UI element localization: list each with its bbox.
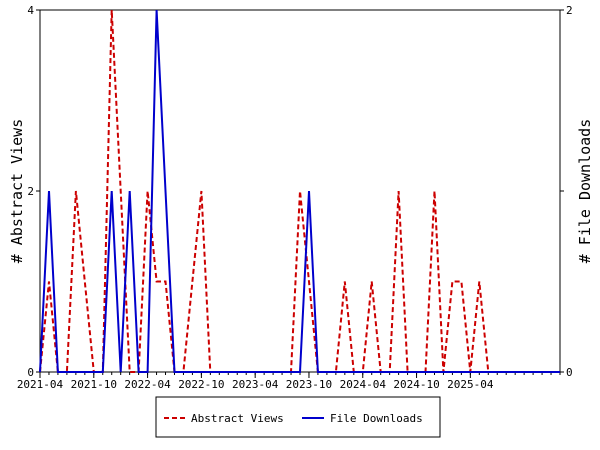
series-line-file-downloads	[39, 9, 560, 373]
left-y-tick-label: 0	[27, 366, 34, 379]
x-tick-label: 2023-04	[232, 378, 279, 391]
series-line-abstract-views	[39, 9, 560, 373]
y-axis-ticks: 0 2 4 0 2	[27, 4, 572, 379]
x-tick-label: 2024-10	[393, 378, 439, 391]
legend-label-file-downloads: File Downloads	[330, 412, 423, 425]
left-y-tick-label: 4	[27, 4, 34, 17]
left-y-tick-label: 2	[27, 185, 34, 198]
x-tick-label: 2024-04	[340, 378, 387, 391]
left-axis-title: # Abstract Views	[8, 119, 26, 264]
series-layer	[39, 9, 560, 373]
legend-label-abstract-views: Abstract Views	[191, 412, 284, 425]
x-axis-ticks: 2021-04 2021-10 2022-04 2022-10 2023-04 2023-…	[17, 372, 561, 391]
legend-box	[155, 396, 441, 438]
right-axis-title: # File Downloads	[576, 119, 594, 264]
x-tick-label: 2023-10	[286, 378, 332, 391]
x-tick-label: 2022-04	[124, 378, 171, 391]
x-tick-label: 2021-10	[71, 378, 117, 391]
x-tick-label: 2022-10	[178, 378, 224, 391]
x-tick-label: 2021-04	[17, 378, 64, 391]
x-tick-label: 2025-04	[447, 378, 494, 391]
right-y-tick-label: 2	[566, 4, 573, 17]
legend: Abstract Views File Downloads	[155, 396, 441, 438]
right-y-tick-label: 0	[566, 366, 573, 379]
